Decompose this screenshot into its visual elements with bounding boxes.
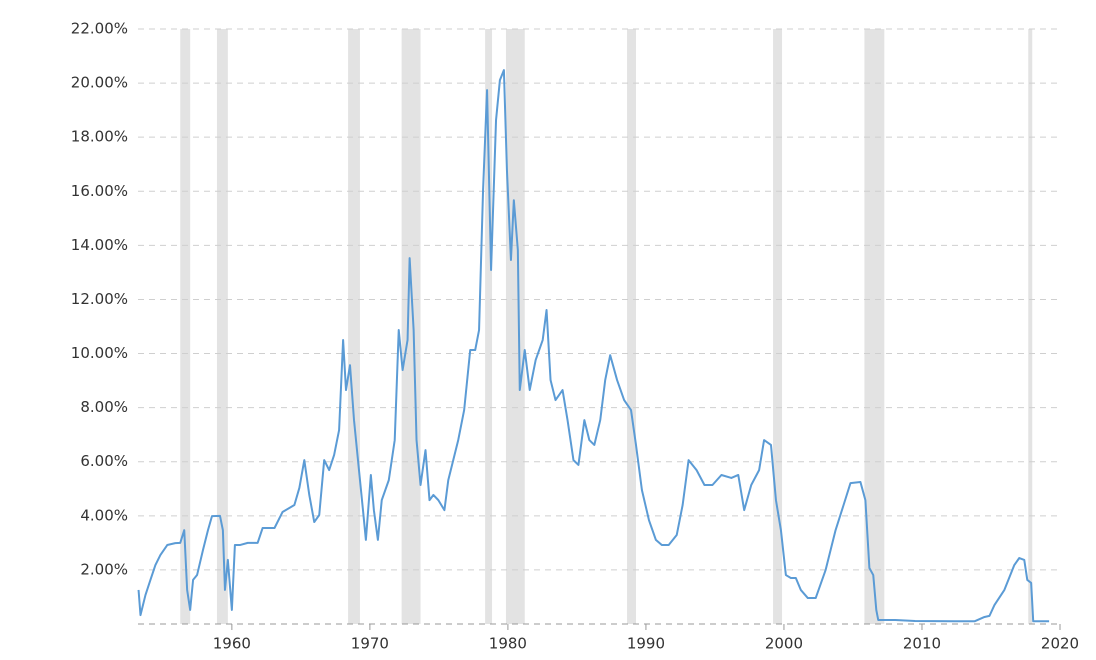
y-tick-label: 10.00% bbox=[71, 344, 128, 362]
shaded-range bbox=[348, 29, 360, 624]
shaded-range bbox=[180, 29, 191, 624]
x-tick-label: 1990 bbox=[627, 635, 665, 653]
x-tick-label: 1980 bbox=[489, 635, 527, 653]
shaded-range bbox=[1028, 29, 1033, 624]
shaded-range bbox=[773, 29, 783, 624]
y-tick-label: 6.00% bbox=[80, 452, 128, 470]
y-tick-label: 16.00% bbox=[71, 182, 128, 200]
shaded-range bbox=[864, 29, 885, 624]
shaded-range bbox=[485, 29, 493, 624]
y-tick-label: 22.00% bbox=[71, 20, 128, 38]
y-tick-label: 4.00% bbox=[80, 506, 128, 524]
shaded-range bbox=[627, 29, 636, 624]
y-tick-label: 14.00% bbox=[71, 236, 128, 254]
y-tick-label: 18.00% bbox=[71, 128, 128, 146]
x-tick-label: 2010 bbox=[903, 635, 941, 653]
shaded-range bbox=[401, 29, 421, 624]
shaded-range bbox=[505, 29, 525, 624]
x-tick-label: 2000 bbox=[765, 635, 803, 653]
x-tick-label: 1970 bbox=[351, 635, 389, 653]
shaded-range bbox=[216, 29, 228, 624]
y-tick-label: 12.00% bbox=[71, 290, 128, 308]
x-tick-label: 2020 bbox=[1041, 635, 1079, 653]
y-tick-label: 20.00% bbox=[71, 74, 128, 92]
x-tick-label: 1960 bbox=[213, 635, 251, 653]
y-tick-label: 8.00% bbox=[80, 398, 128, 416]
data-line bbox=[137, 69, 1050, 623]
y-tick-label: 2.00% bbox=[80, 560, 128, 578]
